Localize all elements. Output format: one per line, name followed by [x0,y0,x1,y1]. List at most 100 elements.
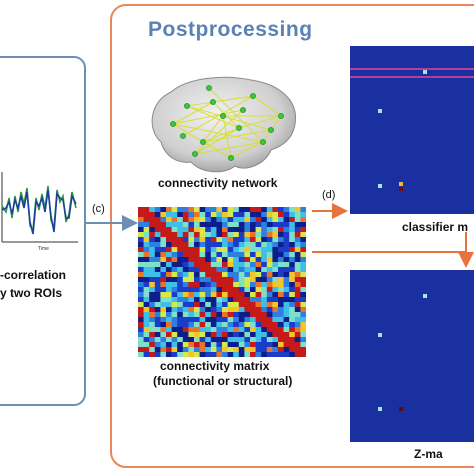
matrix-cell [261,297,268,303]
matrix-cell [227,262,234,268]
matrix-cell [294,337,301,343]
matrix-cell [216,307,223,313]
matrix-cell [194,277,200,283]
matrix-cell [244,292,251,298]
matrix-cell [149,322,156,328]
matrix-cell [166,222,172,228]
matrix-cell [143,247,150,253]
matrix-cell [177,272,184,278]
matrix-cell [294,302,301,308]
map-cell [399,187,403,191]
matrix-cell [227,212,234,218]
matrix-cell [266,277,273,283]
matrix-cell [160,262,167,268]
matrix-cell [166,277,172,283]
matrix-cell [143,332,150,338]
matrix-cell [266,242,273,248]
matrix-cell [283,337,290,343]
matrix-cell [261,352,268,357]
matrix-cell [138,347,144,353]
matrix-cell [283,227,290,233]
matrix-cell [216,347,223,353]
matrix-cell [283,277,290,283]
matrix-cell [149,282,156,288]
matrix-cell [238,247,245,253]
matrix-cell [283,332,290,338]
matrix-cell [283,287,290,293]
matrix-cell [171,317,178,323]
matrix-cell [283,312,290,318]
matrix-cell [255,212,262,218]
matrix-cell [188,347,195,353]
matrix-cell [238,352,245,357]
matrix-cell [294,267,301,273]
matrix-cell [272,287,279,293]
matrix-cell [250,327,256,333]
matrix-cell [199,277,206,283]
matrix-cell [294,222,301,228]
matrix-cell [138,207,144,213]
matrix-cell [250,277,256,283]
matrix-cell [272,342,279,348]
matrix-cell [238,277,245,283]
matrix-cell [171,242,178,248]
matrix-cell [210,352,217,357]
matrix-cell [154,222,161,228]
matrix-cell [138,262,144,268]
matrix-cell [250,282,256,288]
classifier-map-image [350,46,474,214]
matrix-cell [272,217,279,223]
matrix-cell [266,297,273,303]
matrix-cell [255,307,262,313]
matrix-cell [255,347,262,353]
matrix-cell [210,212,217,218]
matrix-cell [244,297,251,303]
matrix-cell [222,277,228,283]
matrix-cell [261,282,268,288]
matrix-cell [266,257,273,263]
matrix-cell [166,327,172,333]
matrix-cell [143,257,150,263]
matrix-cell [283,237,290,243]
matrix-cell [194,297,200,303]
matrix-cell [227,287,234,293]
matrix-cell [222,282,228,288]
matrix-cell [210,307,217,313]
matrix-cell [266,212,273,218]
matrix-cell [199,347,206,353]
matrix-cell [233,242,240,248]
matrix-cell [154,237,161,243]
matrix-cell [244,302,251,308]
matrix-cell [255,242,262,248]
matrix-cell [233,257,240,263]
matrix-cell [171,332,178,338]
matrix-cell [261,222,268,228]
matrix-cell [154,242,161,248]
matrix-cell [194,302,200,308]
matrix-cell [188,337,195,343]
matrix-cell [300,257,306,263]
matrix-cell [149,257,156,263]
matrix-cell [233,262,240,268]
matrix-cell [205,347,212,353]
matrix-cell [238,312,245,318]
matrix-cell [143,287,150,293]
matrix-cell [138,327,144,333]
matrix-cell [138,212,144,218]
matrix-cell [261,302,268,308]
matrix-cell [205,327,212,333]
matrix-cell [149,222,156,228]
matrix-cell [216,227,223,233]
matrix-cell [238,217,245,223]
matrix-cell [194,342,200,348]
matrix-cell [272,222,279,228]
matrix-cell [261,267,268,273]
matrix-cell [205,317,212,323]
matrix-cell [289,217,296,223]
matrix-cell [255,272,262,278]
matrix-cell [294,327,301,333]
matrix-cell [278,332,284,338]
matrix-cell [149,267,156,273]
matrix-cell [227,252,234,258]
matrix-cell [171,252,178,258]
